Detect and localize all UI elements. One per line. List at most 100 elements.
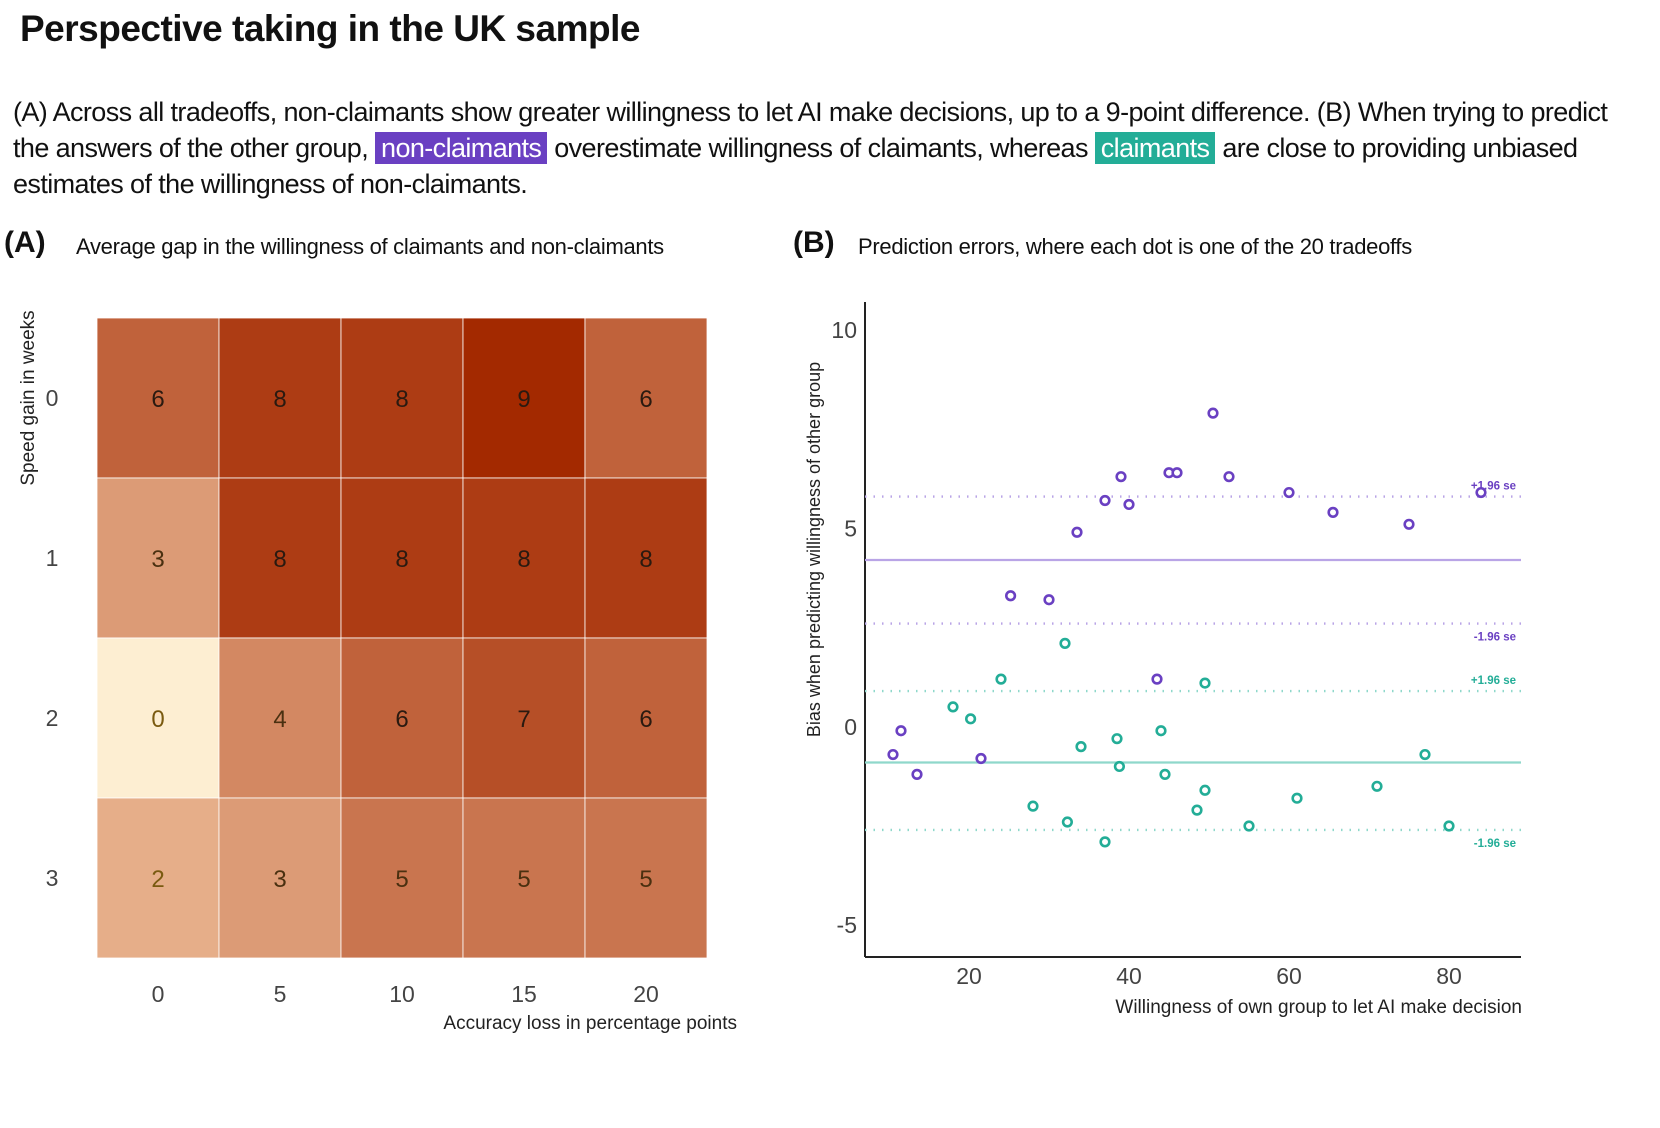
- y-tick-label: -5: [837, 912, 857, 938]
- page-title: Perspective taking in the UK sample: [20, 8, 640, 49]
- heatmap-cell-value: 8: [517, 546, 530, 573]
- heatmap-cell-value: 5: [395, 866, 408, 893]
- x-tick-label: 20: [956, 963, 982, 989]
- heatmap-cell-value: 3: [151, 546, 164, 573]
- heatmap-cell-value: 7: [517, 706, 530, 733]
- x-tick-label: 60: [1276, 963, 1302, 989]
- scatter-chart: 20 40 60 80 -5 0 5 10 Willingness of own group t…: [804, 302, 1522, 1018]
- x-tick-label: 80: [1436, 963, 1462, 989]
- non_claimants-point: [1071, 526, 1083, 538]
- non_claimants-point: [1403, 518, 1415, 530]
- heatmap-cell: [462, 317, 586, 479]
- heatmap-cell: [462, 637, 586, 799]
- claimants-point: [1155, 725, 1167, 737]
- heatmap-cell: [584, 317, 708, 479]
- heatmap-cell: [340, 317, 464, 479]
- panel-a-tag: (A): [4, 226, 46, 259]
- x-axis-label: Willingness of own group to let AI make …: [1115, 997, 1522, 1018]
- highlight-non-claimants: non-claimants: [375, 132, 548, 164]
- non_claimants-point: [911, 768, 923, 780]
- y-tick-label: 10: [831, 317, 857, 343]
- heatmap-cell: [218, 797, 342, 959]
- claimants-point: [1099, 836, 1111, 848]
- y-tick-label: 0: [844, 714, 857, 740]
- non_claimants-point: [1151, 673, 1163, 685]
- y-axis-label: Bias when predicting willingness of othe…: [804, 362, 824, 737]
- claimants-band-label: +1.96 se: [1471, 675, 1516, 687]
- non_claimants-point: [1475, 486, 1487, 499]
- heatmap-cell: [96, 797, 220, 959]
- heatmap-cell: [462, 797, 586, 959]
- x-tick-label: 20: [633, 981, 659, 1007]
- x-tick-label: 40: [1116, 963, 1142, 989]
- non_claimants-point: [975, 752, 987, 765]
- heatmap-cell-value: 4: [273, 706, 286, 733]
- heatmap-cell: [96, 317, 220, 479]
- panel-b-subtitle: Prediction errors, where each dot is one…: [858, 234, 1412, 259]
- x-axis-label: Accuracy loss in percentage points: [443, 1013, 737, 1034]
- x-tick-label: 15: [511, 981, 537, 1007]
- description-part2: overestimate willingness of claimants, w…: [554, 133, 1088, 163]
- heatmap-cell: [584, 477, 708, 639]
- claimants-point: [1027, 800, 1039, 812]
- x-tick-label: 0: [152, 981, 165, 1007]
- heatmap-cell-value: 6: [151, 386, 164, 413]
- x-tick-label: 10: [389, 981, 415, 1007]
- y-tick-label: 3: [46, 865, 59, 891]
- heatmap-cell-value: 9: [517, 386, 530, 413]
- description: (A) Across all tradeoffs, non-claimants …: [13, 94, 1643, 202]
- heatmap-cell: [218, 317, 342, 479]
- y-tick-label: 1: [46, 545, 59, 571]
- non_claimants-point: [1223, 471, 1235, 483]
- non_claimants-point: [1327, 506, 1339, 518]
- non_claimants-point: [1207, 407, 1219, 419]
- heatmap-cell-value: 2: [151, 866, 164, 893]
- claimants-point: [1419, 748, 1431, 761]
- claimants-point: [995, 673, 1007, 685]
- panel-a-subtitle: Average gap in the willingness of claima…: [76, 234, 664, 259]
- heatmap-cell-value: 8: [273, 386, 286, 413]
- claimants-point: [1059, 637, 1071, 649]
- heatmap-cell: [340, 797, 464, 959]
- heatmap-cell-value: 5: [639, 866, 652, 893]
- heatmap-cell-value: 8: [639, 546, 652, 573]
- y-tick-label: 2: [46, 705, 59, 731]
- x-tick-label: 5: [274, 981, 287, 1007]
- claimants-point: [1113, 760, 1126, 773]
- non_claimants-point: [1283, 486, 1295, 499]
- heatmap-cell: [218, 637, 342, 799]
- claimants-point: [1075, 741, 1087, 753]
- non_claimants-point: [1043, 594, 1055, 606]
- claimants-point: [1371, 780, 1383, 792]
- heatmap-cell-value: 6: [639, 386, 652, 413]
- non_claimants-band-label: -1.96 se: [1474, 632, 1516, 644]
- heatmap-cell: [218, 477, 342, 639]
- heatmap-cell: [584, 797, 708, 959]
- non_claimants-point: [887, 748, 899, 761]
- heatmap-cell-value: 8: [395, 386, 408, 413]
- non_claimants-point: [1099, 494, 1111, 507]
- heatmap-cell: [340, 637, 464, 799]
- claimants-point: [1291, 792, 1303, 804]
- claimants-point: [1199, 677, 1211, 689]
- heatmap-cell-value: 6: [639, 706, 652, 733]
- claimants-point: [1191, 804, 1203, 816]
- y-tick-label: 5: [844, 515, 857, 541]
- non_claimants-point: [1171, 467, 1183, 479]
- non_claimants-point: [895, 725, 907, 737]
- non_claimants-point: [1005, 590, 1017, 602]
- heatmap-cell-value: 8: [395, 546, 408, 573]
- claimants-band-label: -1.96 se: [1474, 838, 1516, 850]
- claimants-point: [1443, 820, 1455, 832]
- non_claimants-point: [1115, 471, 1127, 483]
- claimants-point: [1061, 816, 1074, 828]
- heatmap-chart: 6 8 8 9 6 3 8 8 8 8 0 4 6 7 6 2 3 5 5 5 0 5 10 15 20 0 1 2 3 Accuracy…: [18, 310, 737, 1034]
- heatmap-cell: [340, 477, 464, 639]
- heatmap-cell-value: 5: [517, 866, 530, 893]
- heatmap-cell: [462, 477, 586, 639]
- highlight-claimants: claimants: [1094, 132, 1216, 164]
- heatmap-cell: [584, 637, 708, 799]
- heatmap-cell-value: 6: [395, 706, 408, 733]
- heatmap-cell-value: 8: [273, 546, 286, 573]
- claimants-point: [1111, 733, 1123, 745]
